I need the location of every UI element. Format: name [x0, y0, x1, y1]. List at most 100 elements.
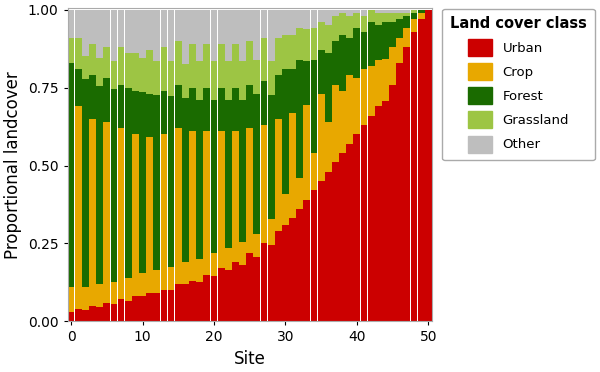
Bar: [139, 10, 146, 58]
Bar: [403, 10, 410, 13]
Bar: [232, 88, 239, 131]
Bar: [189, 44, 196, 88]
Bar: [211, 253, 217, 276]
Bar: [339, 91, 346, 153]
Bar: [154, 270, 160, 293]
Bar: [339, 13, 346, 35]
Bar: [132, 10, 139, 54]
Bar: [304, 105, 310, 201]
Bar: [203, 275, 210, 321]
Bar: [382, 22, 389, 59]
Bar: [382, 59, 389, 102]
Bar: [253, 234, 260, 257]
Bar: [304, 29, 310, 61]
Bar: [82, 310, 89, 321]
Bar: [225, 61, 232, 100]
Bar: [389, 22, 396, 47]
Bar: [325, 172, 332, 321]
Bar: [154, 293, 160, 321]
Bar: [125, 53, 131, 88]
Bar: [368, 10, 374, 22]
Bar: [175, 84, 182, 128]
Bar: [318, 94, 325, 181]
Bar: [311, 60, 317, 153]
Bar: [68, 287, 74, 312]
Bar: [275, 231, 281, 321]
Bar: [410, 13, 418, 19]
Bar: [296, 29, 303, 60]
Bar: [296, 10, 303, 29]
Bar: [75, 309, 82, 321]
Bar: [253, 10, 260, 60]
Bar: [175, 128, 182, 284]
Bar: [132, 296, 139, 321]
Bar: [161, 91, 167, 134]
Bar: [68, 10, 74, 38]
Bar: [375, 106, 382, 321]
Bar: [260, 81, 268, 125]
Bar: [246, 253, 253, 321]
Bar: [182, 262, 189, 285]
Bar: [89, 10, 96, 44]
Bar: [175, 10, 182, 41]
Bar: [353, 134, 360, 321]
Bar: [182, 64, 189, 97]
Bar: [339, 10, 346, 13]
Bar: [225, 248, 232, 270]
Bar: [118, 10, 124, 47]
Bar: [318, 22, 325, 50]
Bar: [389, 13, 396, 22]
Bar: [246, 84, 253, 128]
Bar: [125, 88, 131, 278]
Bar: [118, 84, 124, 128]
Bar: [146, 293, 153, 321]
Bar: [218, 88, 224, 131]
Bar: [311, 10, 317, 29]
Bar: [268, 219, 275, 245]
Bar: [203, 88, 210, 131]
Bar: [161, 47, 167, 91]
Bar: [289, 35, 296, 69]
Bar: [325, 10, 332, 25]
Bar: [318, 10, 325, 22]
Bar: [425, 10, 431, 321]
Bar: [289, 10, 296, 35]
Bar: [154, 95, 160, 270]
Bar: [103, 302, 110, 321]
Bar: [203, 131, 210, 275]
Bar: [196, 61, 203, 100]
Bar: [175, 284, 182, 321]
Bar: [410, 10, 418, 13]
Bar: [403, 16, 410, 29]
Bar: [161, 134, 167, 290]
Bar: [346, 10, 353, 16]
Bar: [353, 10, 360, 13]
Bar: [154, 10, 160, 61]
Legend: Urban, Crop, Forest, Grassland, Other: Urban, Crop, Forest, Grassland, Other: [442, 9, 595, 160]
Bar: [239, 10, 246, 61]
Bar: [382, 13, 389, 22]
Bar: [196, 282, 203, 321]
Bar: [68, 312, 74, 321]
Bar: [168, 10, 175, 61]
Bar: [311, 190, 317, 321]
Bar: [103, 78, 110, 122]
Bar: [339, 35, 346, 91]
Bar: [189, 88, 196, 131]
Bar: [211, 10, 217, 61]
Bar: [239, 61, 246, 100]
Bar: [125, 278, 131, 301]
Bar: [118, 299, 124, 321]
Bar: [232, 10, 239, 44]
Bar: [232, 131, 239, 262]
Bar: [375, 13, 382, 25]
Bar: [75, 38, 82, 69]
Bar: [325, 122, 332, 172]
Bar: [418, 13, 425, 19]
Bar: [368, 22, 374, 66]
Bar: [403, 29, 410, 47]
Bar: [361, 125, 367, 321]
Bar: [110, 304, 118, 321]
Bar: [103, 122, 110, 302]
Bar: [68, 63, 74, 287]
